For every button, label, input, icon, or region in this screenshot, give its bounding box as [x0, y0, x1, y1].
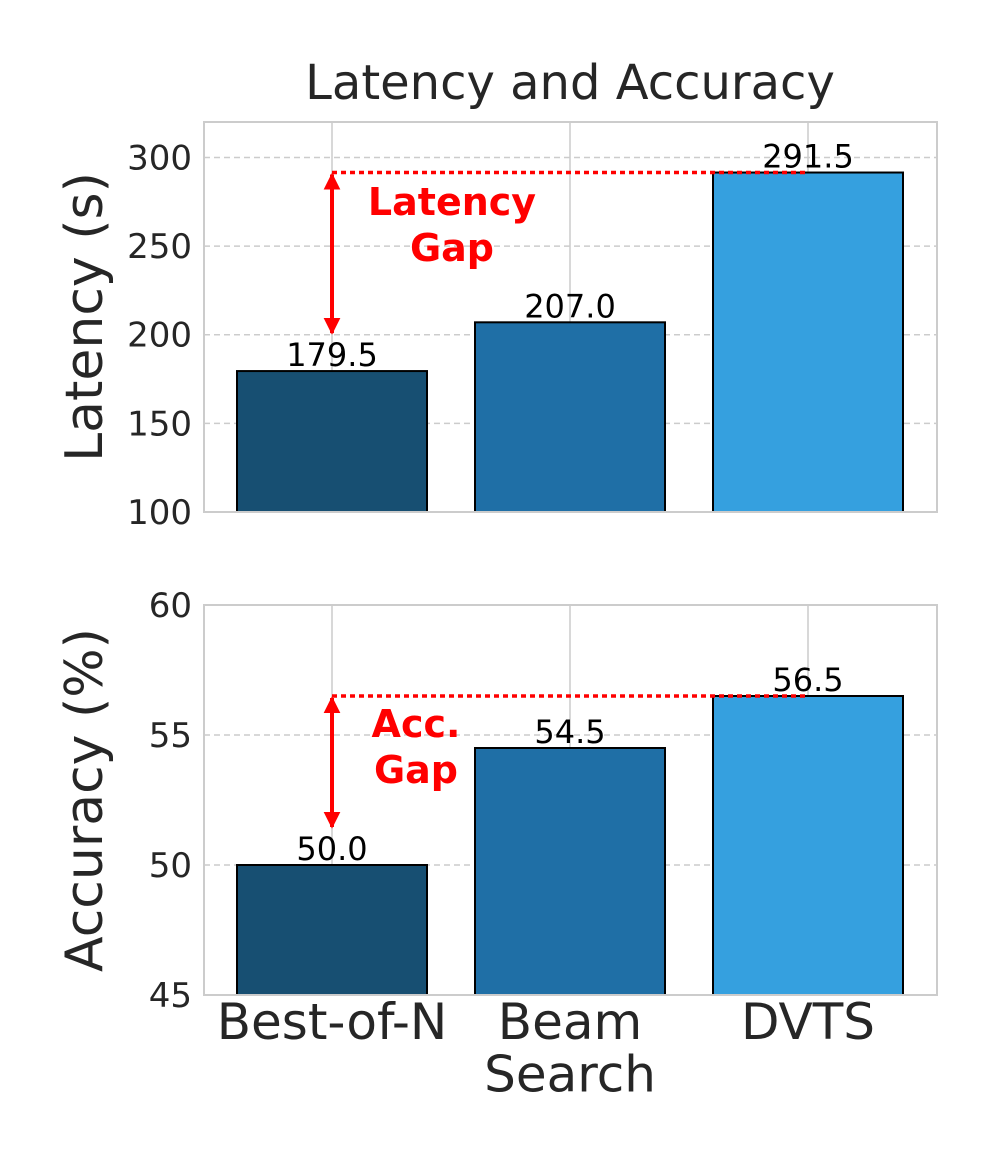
plot-frame	[203, 121, 938, 513]
y-tick-label: 200	[127, 316, 192, 356]
x-tick-label-line: Beam	[498, 993, 642, 1051]
value-label: 56.5	[772, 661, 843, 699]
bar-3	[712, 171, 904, 513]
bar-2	[474, 747, 666, 996]
x-tick-label-line: Search	[484, 1046, 656, 1104]
value-label: 291.5	[762, 138, 854, 176]
x-tick-label: DVTS	[741, 993, 875, 1051]
x-tick-label-line: Best-of-N	[217, 993, 448, 1051]
chart-panel-2: 50.0 54.5 56.5 45 50 55 60 Accuracy (%) Acc.Gap	[55, 586, 938, 1016]
gap-annotation-text: Gap	[410, 226, 494, 270]
y-tick-label: 100	[127, 493, 192, 533]
bar-1	[236, 370, 428, 513]
y-tick-label: 150	[127, 404, 192, 444]
chart-panel-1: 179.5 207.0 291.5 100 150 200 250 300 Latency (s…	[55, 121, 938, 533]
y-axis-label: Latency (s)	[55, 172, 115, 462]
value-label: 207.0	[524, 287, 616, 325]
gap-annotation-text: Acc.	[372, 702, 461, 746]
value-label: 179.5	[286, 336, 378, 374]
x-tick-label-line: DVTS	[741, 993, 875, 1051]
y-tick-label: 45	[149, 976, 192, 1016]
bar-2	[474, 321, 666, 513]
value-label: 50.0	[296, 830, 367, 868]
plot-frame	[203, 604, 938, 996]
y-axis-label: Accuracy (%)	[55, 628, 115, 972]
gap-annotation-text: Gap	[374, 748, 458, 792]
bar-1	[236, 864, 428, 996]
y-tick-label: 50	[149, 846, 192, 886]
x-tick-label: Best-of-N	[217, 993, 448, 1051]
y-tick-label: 250	[127, 227, 192, 267]
chart-title: Latency and Accuracy	[305, 55, 835, 111]
x-tick-label: Beam Search	[484, 993, 656, 1104]
y-tick-label: 300	[127, 138, 192, 178]
bar-3	[712, 695, 904, 996]
gap-annotation-text: Latency	[368, 180, 536, 224]
y-tick-label: 60	[149, 586, 192, 626]
value-label: 54.5	[534, 713, 605, 751]
y-tick-label: 55	[149, 716, 192, 756]
